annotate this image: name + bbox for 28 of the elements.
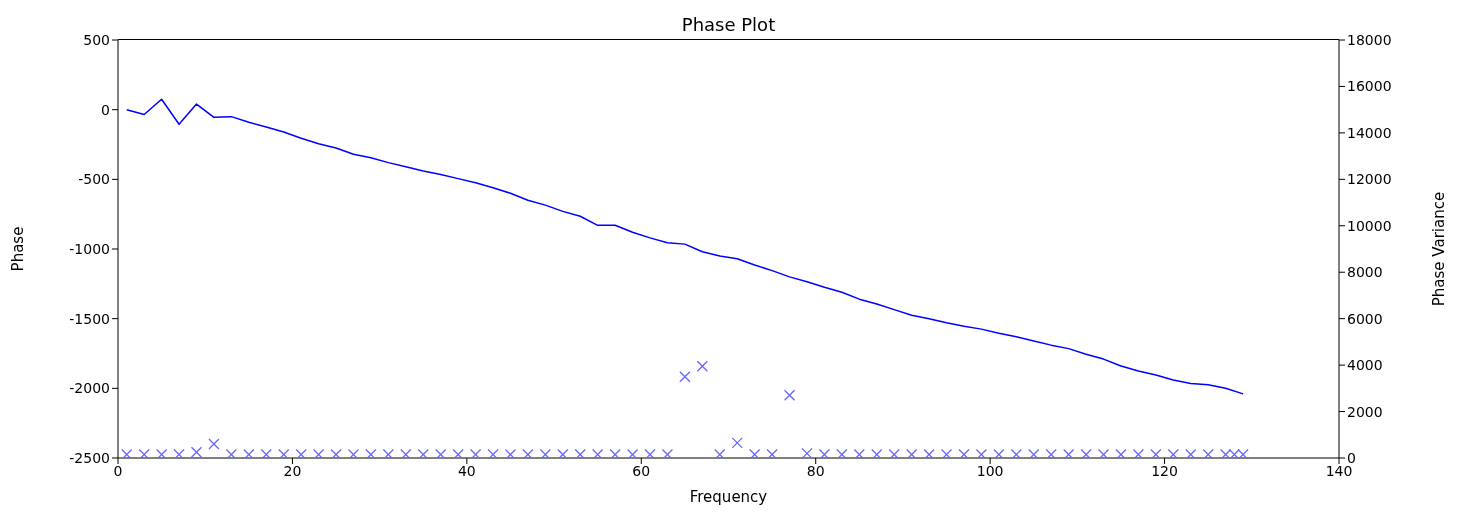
y2-tick-label: 14000 (1347, 124, 1392, 141)
y2-tick-label: 10000 (1347, 217, 1392, 234)
y-tick-label: -2000 (69, 380, 110, 397)
chart-title: Phase Plot (680, 14, 777, 35)
y2-tick-label: 2000 (1347, 403, 1383, 420)
y-tick-label: -2500 (69, 449, 110, 466)
x-tick-label: 100 (976, 462, 1004, 479)
y-tick-label: -1000 (69, 240, 110, 257)
y-tick-label: -1500 (69, 310, 110, 327)
y2-tick-label: 12000 (1347, 171, 1392, 188)
x-tick-label: 80 (806, 462, 825, 479)
y2-tick-label: 4000 (1347, 357, 1383, 374)
y2-axis-title: Phase Variance (1430, 191, 1449, 307)
x-tick-label: 120 (1151, 462, 1178, 479)
y2-tick-label: 18000 (1347, 31, 1392, 48)
y2-tick-label: 16000 (1347, 78, 1392, 95)
y-axis-title: Phase (9, 226, 28, 272)
y-tick-label: 500 (83, 31, 110, 48)
x-tick-label: 20 (283, 462, 302, 479)
x-tick-label: 40 (457, 462, 476, 479)
line-series (125, 98, 1244, 395)
y2-tick-label: 8000 (1347, 264, 1383, 281)
x-tick-label: 60 (632, 462, 651, 479)
y-tick-label: -500 (78, 171, 110, 188)
x-axis-title: Frequency (689, 488, 768, 506)
y-tick-label: 0 (101, 101, 110, 118)
y2-tick-label: 6000 (1347, 310, 1383, 327)
x-tick-label: 0 (113, 462, 123, 479)
